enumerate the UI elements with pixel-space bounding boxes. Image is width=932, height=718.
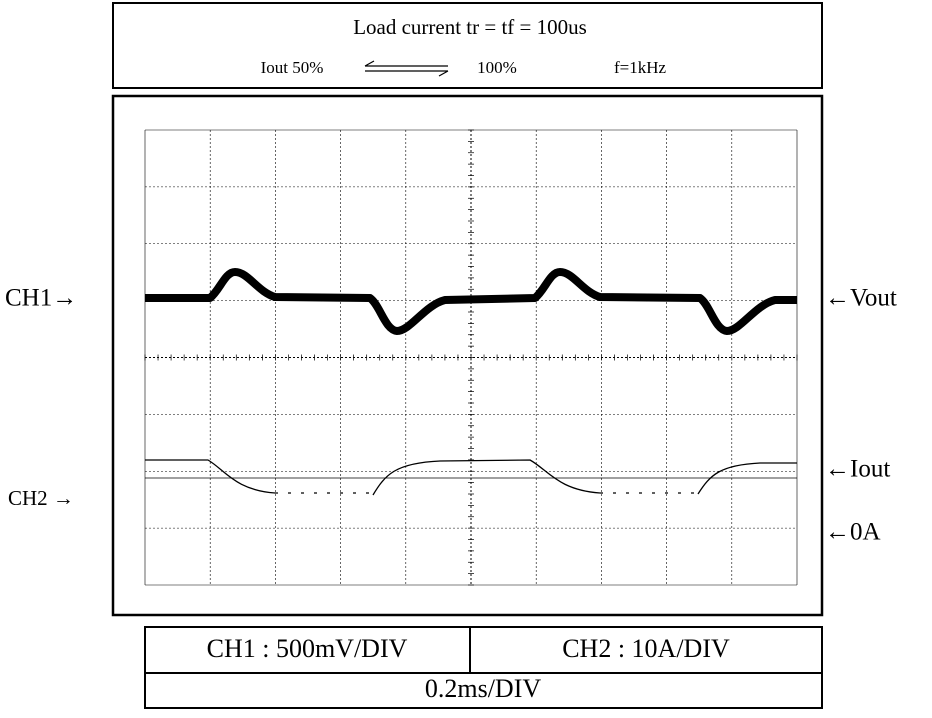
iout-trace <box>697 462 797 495</box>
iout-label: ←Iout <box>825 456 890 483</box>
vout-trace <box>145 268 797 335</box>
double-arrow <box>364 60 449 77</box>
scope-box <box>111 94 824 617</box>
iout-trace <box>372 459 601 496</box>
ch2-scale: CH2 : 10A/DIV <box>562 634 730 663</box>
footer-box <box>144 626 823 709</box>
ch1-scale: CH1 : 500mV/DIV <box>207 634 408 663</box>
header-title: Load current tr = tf = 100us <box>353 15 587 39</box>
zero-label: ←0A <box>825 519 881 546</box>
vout-label: ←Vout <box>825 285 897 312</box>
ch2-label: CH2 → <box>8 486 74 510</box>
time-scale: 0.2ms/DIV <box>425 674 542 703</box>
header-left: Iout 50% <box>261 58 324 77</box>
ch1-label: CH1→ <box>5 285 77 312</box>
header-freq: f=1kHz <box>614 58 667 77</box>
iout-trace <box>145 459 276 494</box>
header-box <box>112 2 823 89</box>
scope-grid <box>144 129 798 586</box>
header-right: 100% <box>477 58 517 77</box>
